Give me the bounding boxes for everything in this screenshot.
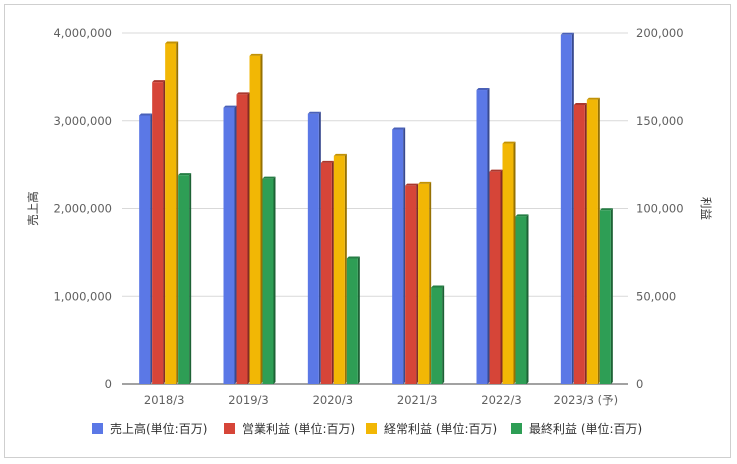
bar	[223, 107, 235, 385]
bar-top	[249, 53, 263, 56]
bar-side	[357, 256, 360, 384]
bar	[573, 104, 585, 384]
bar	[560, 34, 572, 384]
bar	[431, 287, 443, 384]
bar-top	[346, 256, 360, 259]
y-left-axis-title: 売上高	[26, 191, 40, 226]
bar-top	[502, 141, 516, 144]
bar-side	[513, 141, 516, 384]
legend-swatch	[366, 423, 377, 434]
x-tick-label: 2022/3	[481, 393, 521, 407]
bar	[236, 94, 248, 385]
y-right-tick-label: 200,000	[636, 26, 684, 40]
bar-top	[515, 214, 529, 217]
bar	[405, 185, 417, 384]
bar	[502, 143, 514, 384]
x-tick-label: 2019/3	[228, 393, 268, 407]
bar-top	[262, 176, 276, 179]
bar	[489, 171, 501, 384]
bar-top	[165, 41, 179, 44]
bar-top	[152, 80, 166, 83]
bar-top	[431, 285, 445, 288]
bar	[320, 162, 332, 384]
y-left-tick-label: 1,000,000	[53, 289, 112, 303]
y-right-tick-label: 150,000	[636, 114, 684, 128]
y-right-tick-label: 100,000	[636, 202, 684, 216]
bar	[346, 258, 358, 384]
bar	[307, 113, 319, 384]
legend-swatch	[92, 423, 103, 434]
x-tick-label: 2020/3	[313, 393, 353, 407]
y-right-axis-title: 利益	[699, 197, 713, 220]
bar-top	[333, 153, 347, 156]
bar-side	[500, 169, 503, 384]
bar-side	[260, 53, 263, 384]
bar-top	[236, 92, 250, 95]
bar-side	[610, 208, 613, 384]
x-tick-label: 2021/3	[397, 393, 437, 407]
y-left-tick-label: 0	[105, 377, 112, 391]
bar-side	[416, 183, 419, 384]
bar-top	[392, 127, 406, 130]
bar-side	[442, 285, 445, 384]
bar-side	[429, 181, 432, 384]
bar-top	[489, 169, 503, 172]
y-left-tick-label: 3,000,000	[53, 114, 112, 128]
bar-top	[560, 32, 574, 35]
bar-top	[586, 97, 600, 100]
bar	[418, 183, 430, 384]
legend-label: 売上高(単位:百万)	[110, 421, 207, 436]
y-left-tick-label: 2,000,000	[53, 202, 112, 216]
bar-side	[584, 102, 587, 384]
bar	[333, 155, 345, 384]
legend-swatch	[224, 423, 235, 434]
bar	[165, 43, 177, 384]
bar	[392, 129, 404, 384]
bar-top	[307, 111, 321, 114]
bar-top	[476, 88, 490, 91]
bar-top	[418, 181, 432, 184]
bar-side	[318, 111, 321, 384]
bar-top	[320, 160, 334, 163]
y-right-tick-label: 0	[636, 377, 643, 391]
bar	[476, 90, 488, 384]
bar-top	[573, 102, 587, 105]
bar-side	[597, 97, 600, 384]
legend-label: 営業利益 (単位:百万)	[242, 421, 355, 436]
bar	[515, 216, 527, 384]
bar-top	[405, 183, 419, 186]
legend-swatch	[511, 423, 522, 434]
bar-side	[163, 80, 166, 384]
bar	[178, 175, 190, 384]
bar-side	[189, 173, 192, 384]
x-tick-label: 2018/3	[144, 393, 184, 407]
bar-side	[571, 32, 574, 384]
bar-side	[487, 88, 490, 384]
legend-label: 経常利益 (単位:百万)	[384, 421, 497, 436]
y-left-tick-label: 4,000,000	[53, 26, 112, 40]
bar-side	[176, 41, 179, 384]
bar-side	[526, 214, 529, 384]
bar-side	[344, 153, 347, 384]
bar-top	[223, 105, 237, 108]
bar-side	[150, 113, 153, 385]
bar-side	[247, 92, 250, 385]
bar-top	[178, 173, 192, 176]
bar	[249, 55, 261, 384]
bar-side	[234, 105, 237, 385]
bar-side	[273, 176, 276, 384]
bar-side	[403, 127, 406, 385]
bar-side	[331, 160, 334, 384]
bar	[139, 115, 151, 385]
bar	[586, 99, 598, 384]
x-tick-label: 2023/3 (予)	[554, 393, 619, 407]
y-right-tick-label: 50,000	[636, 289, 676, 303]
bar-top	[139, 113, 153, 116]
bar	[262, 178, 274, 384]
bar-top	[599, 208, 613, 211]
bar	[152, 82, 164, 384]
bar	[599, 210, 611, 384]
legend-label: 最終利益 (単位:百万)	[529, 421, 642, 436]
